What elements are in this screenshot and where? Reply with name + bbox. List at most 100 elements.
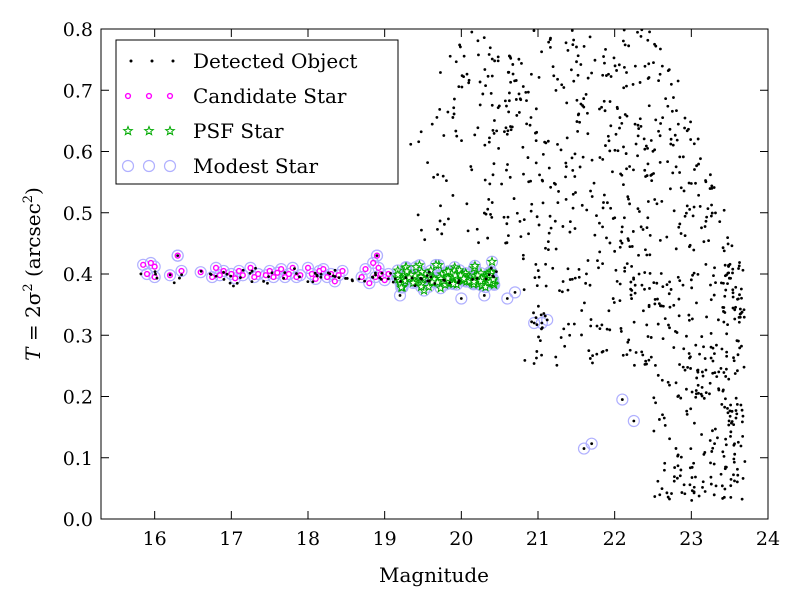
detected-object-point [319, 272, 323, 276]
detected-object-point [622, 65, 626, 69]
detected-object-point [685, 387, 688, 391]
modest-star-point [508, 286, 522, 299]
detected-object-point [605, 348, 609, 352]
detected-object-point [713, 371, 717, 375]
detected-object-point [430, 122, 434, 126]
detected-object-point [266, 281, 269, 285]
detected-object-point [420, 228, 423, 232]
detected-object-point [659, 304, 662, 308]
detected-object-point [478, 103, 482, 107]
psf-star-point [401, 265, 413, 276]
detected-object-point [720, 281, 723, 285]
detected-object-point [658, 160, 662, 164]
detected-object-point [669, 187, 672, 191]
detected-object-point [493, 119, 496, 122]
candidate-star-point [247, 264, 254, 271]
detected-object-point [488, 46, 492, 50]
detected-object-point [509, 128, 513, 132]
detected-object-point [517, 57, 521, 61]
detected-object-point [539, 313, 543, 317]
detected-object-point [448, 281, 452, 285]
detected-object-point [571, 43, 575, 47]
detected-object-point [581, 104, 584, 107]
modest-star-point [585, 437, 598, 450]
modest-star-point [232, 264, 246, 278]
detected-object-point [711, 359, 715, 363]
legend-label-candidate-star: Candidate Star [193, 84, 347, 108]
detected-object-point [490, 103, 494, 107]
detected-object-point [698, 205, 702, 208]
detected-object-point [393, 277, 397, 281]
detected-object-point [491, 128, 495, 132]
detected-object-point [727, 419, 731, 423]
detected-object-point [459, 297, 463, 300]
detected-object-point [510, 125, 514, 129]
detected-object-point [735, 412, 739, 416]
detected-object-point [679, 232, 683, 235]
detected-object-point [617, 63, 621, 67]
detected-object-point [616, 107, 619, 110]
detected-object-point [660, 378, 664, 382]
detected-object-point [432, 175, 436, 179]
detected-object-point [507, 110, 511, 114]
detected-object-point [603, 109, 607, 113]
legend-label-psf-star: PSF Star [193, 119, 284, 143]
detected-object-point [544, 262, 548, 266]
detected-object-point [730, 420, 734, 423]
detected-object-point [575, 60, 578, 64]
detected-object-point [519, 98, 523, 102]
detected-object-point [675, 109, 678, 113]
detected-object-point [639, 225, 643, 229]
detected-object-point [598, 107, 601, 111]
detected-object-point [241, 268, 245, 272]
detected-object-point [529, 116, 533, 119]
detected-object-point [685, 412, 689, 416]
detected-object-point [557, 190, 560, 193]
modest-star-point [209, 261, 223, 274]
detected-object-point [667, 323, 670, 327]
detected-object-point [676, 454, 680, 458]
x-tick-label: 24 [756, 528, 780, 550]
detected-object-point [659, 272, 663, 275]
detected-object-point [722, 455, 726, 458]
detected-object-point [493, 59, 497, 63]
detected-object-point [636, 123, 640, 127]
legend-marker-candidate-star [124, 92, 132, 100]
detected-object-point [672, 209, 676, 213]
detected-object-point [690, 465, 694, 469]
detected-object-point [154, 272, 157, 276]
detected-object-point [315, 274, 319, 278]
detected-object-point [687, 127, 690, 131]
detected-object-point [549, 45, 552, 49]
detected-object-point [573, 227, 577, 230]
detected-object-point [619, 327, 623, 330]
candidate-star-point [178, 267, 185, 275]
detected-object-point [413, 284, 417, 288]
detected-object-point [564, 175, 567, 179]
detected-object-point [552, 181, 556, 185]
detected-object-point [476, 126, 480, 130]
legend-markers [121, 59, 177, 173]
detected-object-point [719, 472, 723, 476]
detected-object-point [612, 56, 616, 60]
detected-object-point [477, 241, 480, 245]
detected-object-point [409, 142, 413, 146]
detected-object-point [622, 216, 626, 220]
detected-object-point [649, 139, 653, 142]
detected-object-point [439, 71, 442, 74]
detected-object-point [641, 228, 645, 231]
detected-object-point [517, 92, 521, 96]
x-tick-label: 17 [219, 528, 243, 550]
detected-object-point [442, 222, 446, 226]
detected-object-point [709, 482, 713, 486]
detected-object-point [682, 189, 686, 193]
detected-object-point [239, 276, 242, 280]
detected-object-point [739, 287, 743, 291]
detected-object-point [722, 249, 726, 253]
detected-object-point [618, 116, 622, 119]
detected-object-point [683, 214, 687, 218]
detected-object-point [637, 127, 641, 130]
detected-object-point [582, 97, 586, 100]
detected-object-point [677, 394, 680, 398]
detected-object-point [601, 157, 605, 161]
